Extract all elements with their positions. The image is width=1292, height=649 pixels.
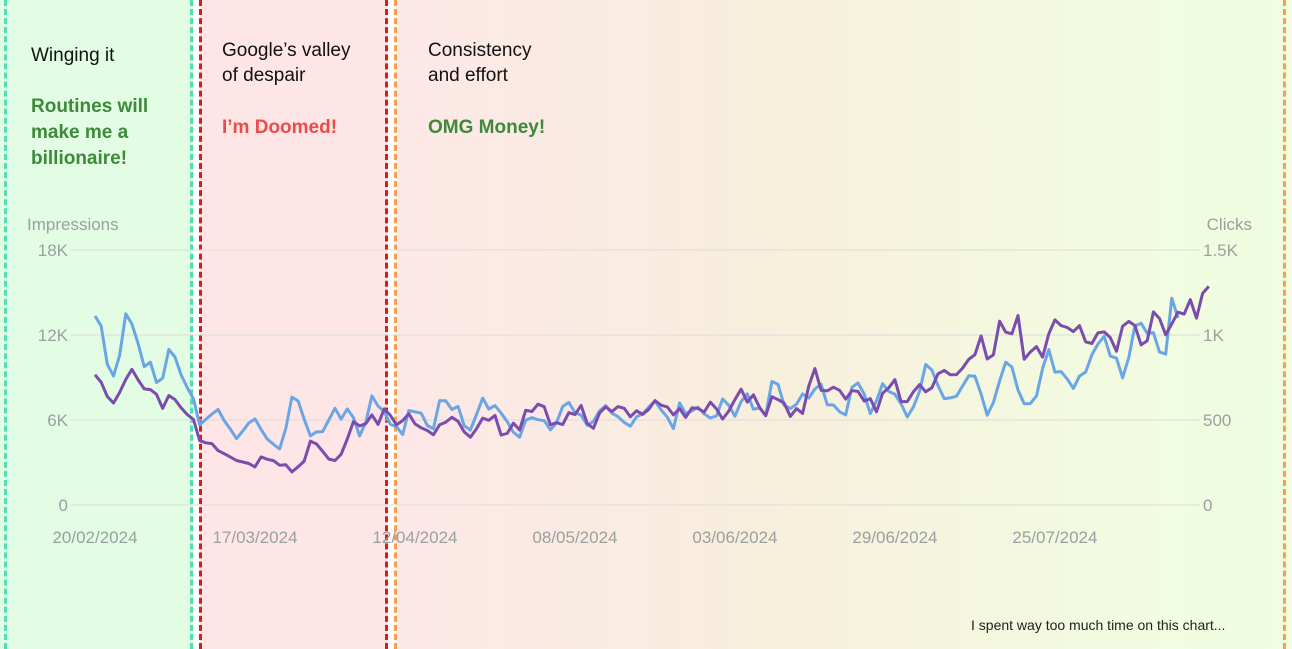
x-axis-tick-label: 17/03/2024	[212, 528, 297, 547]
x-axis-tick-label: 03/06/2024	[692, 528, 777, 547]
phase2-left-divider	[199, 0, 202, 649]
phase2-mood: I’m Doomed!	[222, 117, 338, 138]
left-axis-tick-label: 12K	[38, 326, 69, 345]
phase2-title: Google’s valley of despair	[222, 40, 351, 86]
x-axis-tick-label: 08/05/2024	[532, 528, 617, 547]
left-axis-title: Impressions	[27, 215, 119, 234]
left-axis-tick-label: 0	[59, 496, 68, 515]
phase1-mood: Routines will make me a billionaire!	[31, 96, 149, 169]
right-axis-tick-label: 500	[1203, 411, 1231, 430]
right-axis-tick-label: 1K	[1203, 326, 1224, 345]
x-axis-tick-label: 20/02/2024	[52, 528, 137, 547]
left-axis-tick-label: 6K	[47, 411, 68, 430]
phase2-right-divider	[385, 0, 388, 649]
phase1-right-divider	[190, 0, 193, 649]
left-axis-tick-label: 18K	[38, 241, 69, 260]
right-axis-ticks: 0 500 1K 1.5K	[1203, 241, 1239, 515]
right-axis-tick-label: 0	[1203, 496, 1212, 515]
phase3-mood: OMG Money!	[428, 117, 546, 138]
x-axis-tick-label: 29/06/2024	[852, 528, 937, 547]
footnote: I spent way too much time on this chart.…	[971, 617, 1226, 633]
phase3-title: Consistency and effort	[428, 40, 532, 86]
impressions-series-line	[93, 296, 1180, 451]
gridlines	[70, 249, 1200, 506]
phase-winging-background	[0, 0, 193, 649]
left-axis-ticks: 0 6K 12K 18K	[38, 241, 69, 515]
right-axis-tick-label: 1.5K	[1203, 241, 1239, 260]
phase3-left-divider	[394, 0, 397, 649]
x-axis-tick-label: 12/04/2024	[372, 528, 457, 547]
x-axis-ticks: 20/02/2024 17/03/2024 12/04/2024 08/05/2024…	[52, 528, 1097, 547]
phase1-left-divider	[4, 0, 7, 649]
phase-valley-background	[200, 0, 387, 649]
clicks-series-line	[93, 285, 1210, 474]
phase1-title: Winging it	[31, 45, 115, 66]
x-axis-tick-label: 25/07/2024	[1012, 528, 1097, 547]
phase3-right-divider	[1283, 0, 1286, 649]
right-axis-title: Clicks	[1207, 215, 1252, 234]
